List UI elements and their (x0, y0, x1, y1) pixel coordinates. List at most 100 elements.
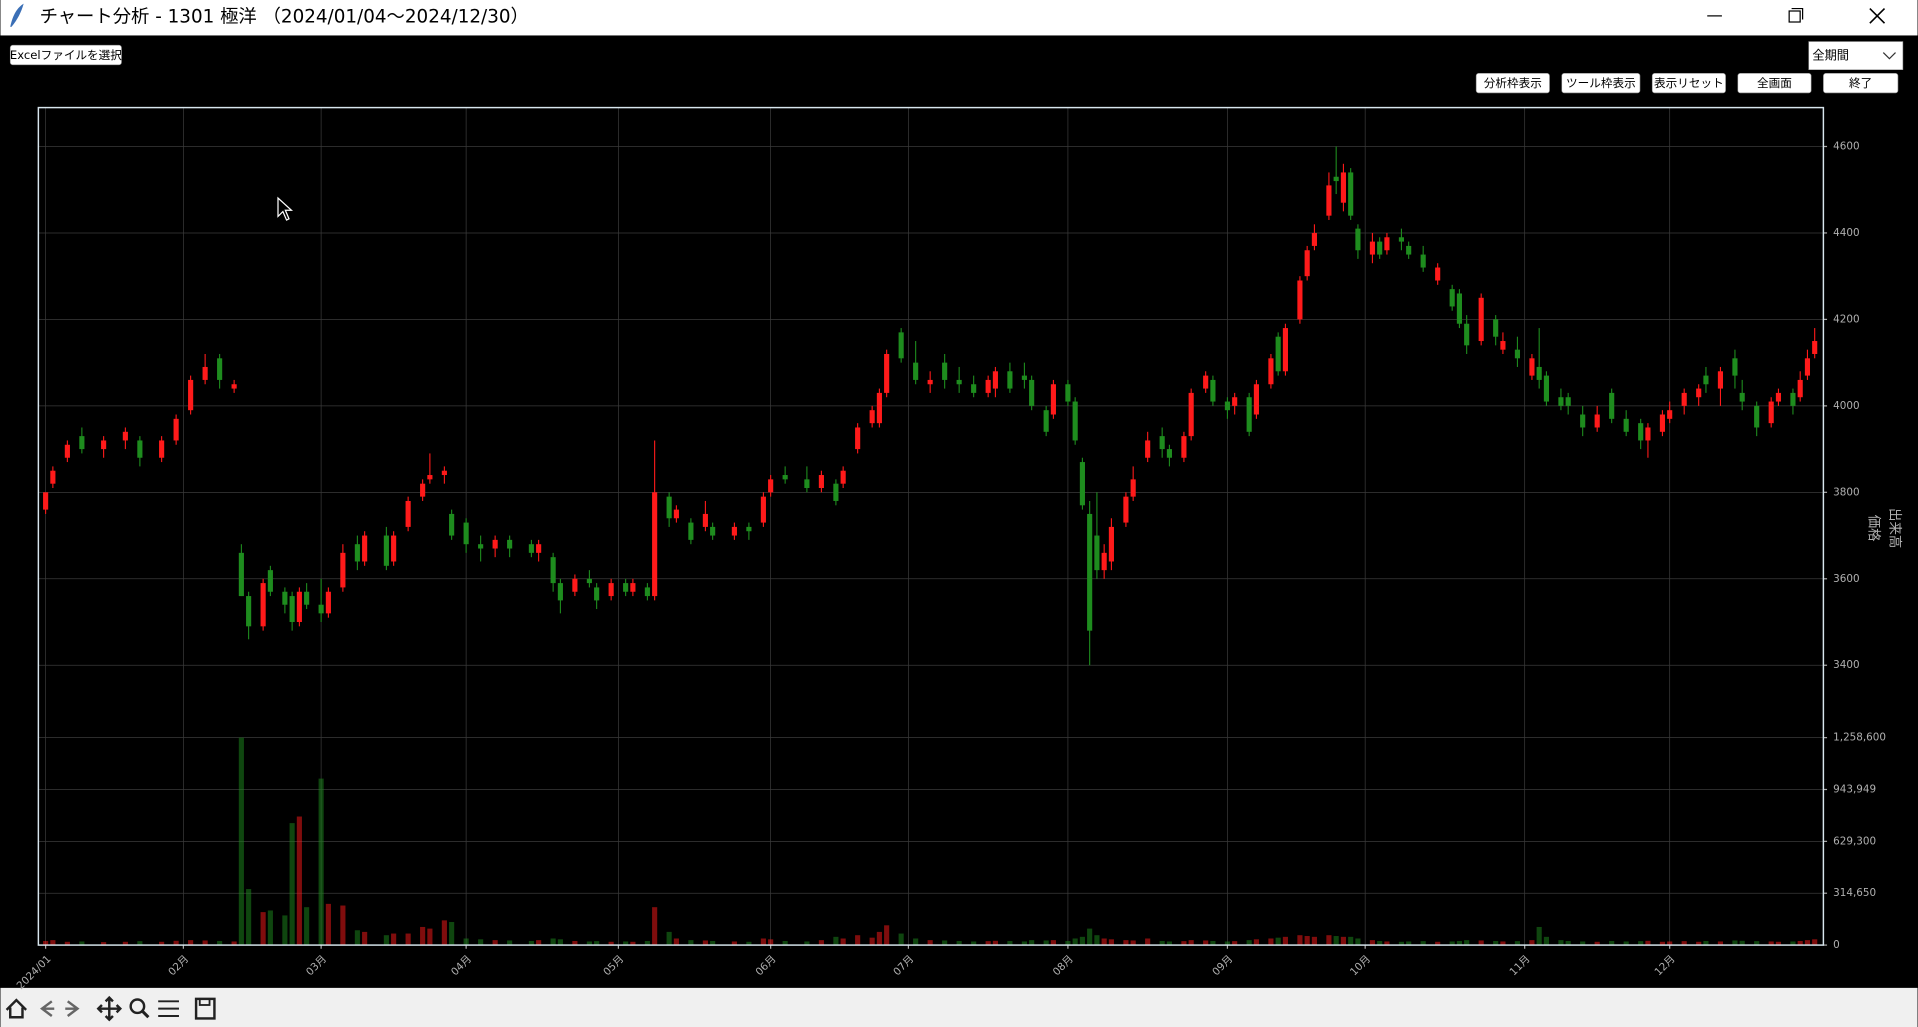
candle-body (710, 526, 716, 536)
candle-body (1638, 423, 1644, 441)
volume-bar (1812, 939, 1818, 946)
volume-bar (1029, 940, 1035, 946)
candle-body (354, 544, 360, 562)
volume-bar (383, 935, 389, 946)
pan-icon[interactable] (96, 995, 123, 1022)
candle-body (688, 522, 694, 540)
candle-body (1333, 176, 1339, 182)
toolbar-button-label[interactable]: 終了 (1849, 76, 1872, 90)
candle-body (427, 475, 433, 480)
x-tick-label: 09月 (1210, 953, 1235, 978)
candle-body (79, 436, 85, 450)
candle-body (1543, 375, 1549, 402)
candle-body (1681, 392, 1687, 406)
candle-body (1732, 358, 1738, 376)
volume-bar (1500, 941, 1506, 946)
toolbar-button[interactable] (1561, 73, 1641, 94)
candle-body (1659, 414, 1666, 432)
forward-icon[interactable] (65, 1000, 80, 1017)
candle-body (898, 332, 904, 359)
candle-body (340, 552, 346, 588)
select-chevron[interactable] (1882, 52, 1896, 60)
volume-bar (586, 941, 592, 946)
volume-bar (956, 940, 962, 946)
volume-bar (1580, 941, 1586, 946)
candle-body (1275, 336, 1281, 372)
candle-body (1043, 410, 1049, 432)
volume-bar (50, 940, 56, 946)
toolbar-button[interactable] (1475, 73, 1550, 94)
plot-frame (37, 106, 1825, 946)
candle-body (260, 583, 266, 627)
volume-bar (869, 937, 875, 946)
volume-bar (1797, 940, 1803, 946)
configure-icon[interactable] (158, 1000, 179, 1017)
volume-bar (927, 940, 933, 946)
candle-body (159, 440, 165, 458)
volume-bar (1493, 940, 1499, 946)
candle-body (1464, 323, 1470, 346)
x-tick-label: 07月 (891, 953, 916, 978)
volume-bar (731, 941, 737, 946)
candle-body (507, 539, 513, 549)
volume-bar (231, 941, 237, 946)
volume-bar (992, 940, 998, 946)
candle-body (1232, 397, 1238, 406)
toolbar-button-label[interactable]: 分析枠表示 (1484, 76, 1542, 90)
volume-bar (1406, 941, 1412, 946)
volume-bar (1101, 938, 1107, 946)
toolbar-button-label[interactable]: ツール枠表示 (1566, 76, 1636, 90)
candle-body (1580, 414, 1586, 428)
volume-bar (64, 941, 70, 946)
volume-bar (746, 941, 752, 946)
period-select-label[interactable]: 全期間 (1812, 49, 1849, 63)
close-button[interactable] (1869, 7, 1886, 24)
zoom-icon[interactable] (129, 998, 146, 1015)
toolbar-button[interactable] (1737, 73, 1812, 94)
candle-body (782, 475, 788, 480)
volume-bar (833, 936, 839, 946)
candle-body (1812, 341, 1818, 354)
toolbar-button-label[interactable]: 全画面 (1757, 76, 1792, 90)
volume-bar (760, 938, 766, 946)
restore-button[interactable] (1788, 7, 1804, 23)
volume-tick-label: 0 (1833, 939, 1840, 951)
candle-body (1087, 513, 1093, 631)
candle-body (1050, 384, 1056, 415)
file-button-label[interactable]: Excelファイルを選択 (10, 48, 122, 62)
candle-body (1297, 280, 1303, 320)
candle-body (1739, 392, 1745, 402)
candle-body (876, 392, 882, 424)
back-icon[interactable] (39, 1000, 55, 1017)
toolbar-button[interactable] (1651, 73, 1726, 94)
candle-body (840, 470, 846, 484)
candle-body (623, 583, 629, 592)
volume-bar (1775, 941, 1782, 946)
toolbar-button-label[interactable]: 表示リセット (1654, 76, 1724, 90)
candle-body (1029, 379, 1035, 406)
candle-body (1790, 392, 1796, 406)
volume-bar (289, 823, 295, 946)
save-icon-shutter (198, 997, 211, 1006)
candle-body (1224, 401, 1230, 411)
volume-bar (463, 938, 469, 946)
volume-tick-label: 1,258,600 (1833, 732, 1886, 744)
volume-bar (1333, 936, 1339, 946)
y-tick-label: 4000 (1833, 400, 1859, 412)
home-icon[interactable] (5, 998, 28, 1019)
volume-bar (1348, 936, 1354, 946)
volume-bar (1304, 936, 1310, 946)
candle-body (101, 440, 107, 450)
volume-bar (913, 938, 919, 946)
toolbar-button[interactable] (1823, 73, 1899, 94)
volume-bar (1696, 941, 1702, 946)
toolbar (0, 987, 1918, 1027)
candle-body (528, 544, 534, 553)
candle-body (1253, 384, 1259, 415)
candle-body (1797, 379, 1803, 398)
file-button[interactable] (9, 44, 122, 66)
candle-body (1268, 358, 1274, 385)
volume-bar (1398, 941, 1404, 946)
candle-body (927, 379, 933, 385)
candle-body (1536, 366, 1542, 380)
